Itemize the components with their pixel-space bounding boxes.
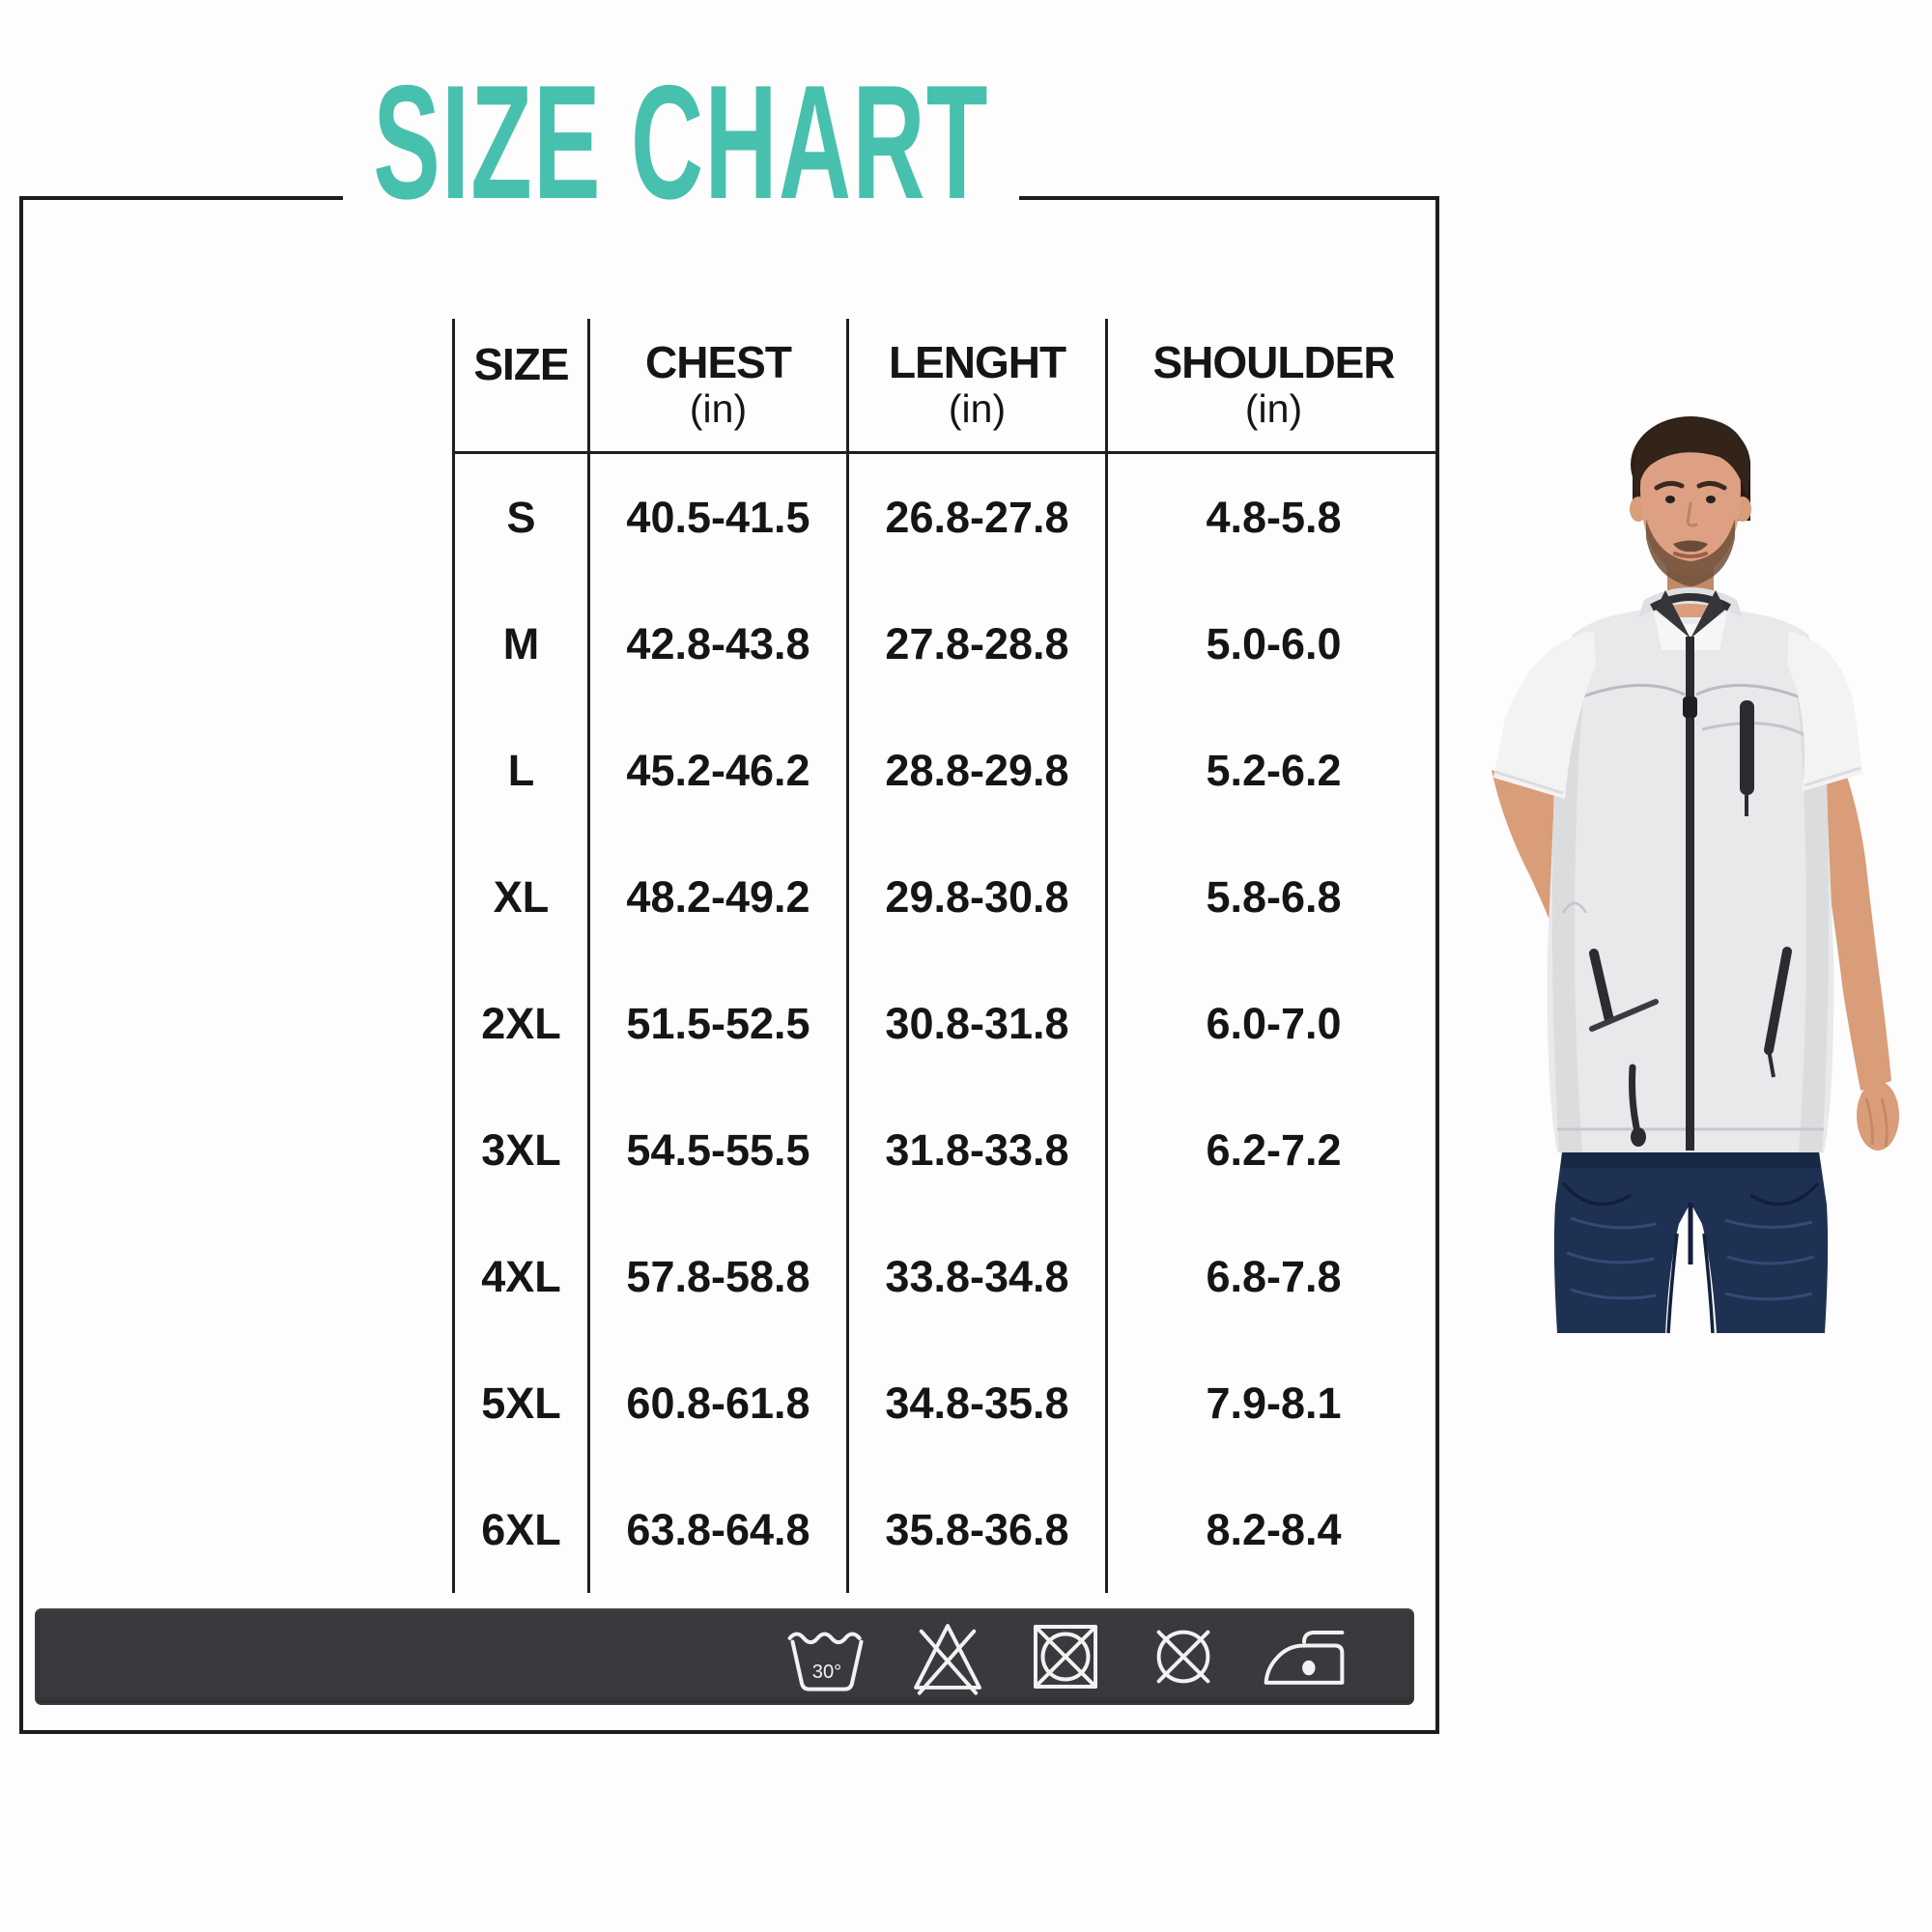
size-cell: XL [452, 834, 587, 960]
size-table-row: XL 48.2-49.2 29.8-30.8 5.8-6.8 [452, 834, 1439, 960]
model-vest-zippers [1589, 637, 1792, 1151]
page-title: SIZE CHART [373, 51, 989, 233]
size-cell: 6XL [452, 1466, 587, 1593]
shoulder-cell: 6.0-7.0 [1105, 960, 1439, 1087]
size-cell: 5XL [452, 1340, 587, 1466]
wash-temp-label: 30° [812, 1662, 841, 1683]
size-table-header: SIZE CHEST (in) LENGHT (in) SHOULDER (in… [452, 319, 1439, 454]
size-cell: 3XL [452, 1087, 587, 1213]
title-banner: SIZE CHART [343, 61, 1019, 223]
care-instructions-bar: 30° [35, 1608, 1414, 1705]
chest-cell: 63.8-64.8 [587, 1466, 846, 1593]
model-jeans [1553, 1145, 1829, 1334]
chest-cell: 45.2-46.2 [587, 707, 846, 834]
length-cell: 34.8-35.8 [846, 1340, 1105, 1466]
size-table-row: M 42.8-43.8 27.8-28.8 5.0-6.0 [452, 581, 1439, 707]
length-cell: 30.8-31.8 [846, 960, 1105, 1087]
chest-cell: 57.8-58.8 [587, 1213, 846, 1340]
iron-dot [1302, 1660, 1316, 1676]
column-header-label: SHOULDER [1152, 336, 1395, 387]
size-table-row: 2XL 51.5-52.5 30.8-31.8 6.0-7.0 [452, 960, 1439, 1087]
do-not-tumble-dry-icon [1034, 1625, 1097, 1689]
iron-low-heat-icon [1264, 1631, 1345, 1685]
length-cell: 29.8-30.8 [846, 834, 1105, 960]
chest-cell: 42.8-43.8 [587, 581, 846, 707]
model-pocket-slit [1589, 999, 1659, 1032]
shoulder-cell: 8.2-8.4 [1105, 1466, 1439, 1593]
size-table-row: S 40.5-41.5 26.8-27.8 4.8-5.8 [452, 454, 1439, 581]
size-table-body: S 40.5-41.5 26.8-27.8 4.8-5.8 M 42.8-43.8 27.8… [452, 454, 1439, 1593]
size-cell: L [452, 707, 587, 834]
shoulder-cell: 5.0-6.0 [1105, 581, 1439, 707]
column-header-unit: (in) [1244, 386, 1303, 432]
column-header-shoulder: SHOULDER (in) [1105, 319, 1439, 454]
column-header-label: LENGHT [888, 336, 1066, 387]
length-cell: 33.8-34.8 [846, 1213, 1105, 1340]
shoulder-cell: 4.8-5.8 [1105, 454, 1439, 581]
size-cell: M [452, 581, 587, 707]
length-cell: 26.8-27.8 [846, 454, 1105, 581]
size-cell: 2XL [452, 960, 587, 1087]
size-table-row: 4XL 57.8-58.8 33.8-34.8 6.8-7.8 [452, 1213, 1439, 1340]
do-not-bleach-icon [914, 1624, 981, 1695]
size-table-row: 5XL 60.8-61.8 34.8-35.8 7.9-8.1 [452, 1340, 1439, 1466]
model-cord-toggle [1631, 1127, 1646, 1147]
length-cell: 35.8-36.8 [846, 1466, 1105, 1593]
column-header-unit: (in) [689, 386, 748, 432]
size-cell: 4XL [452, 1213, 587, 1340]
model-photo [1492, 416, 1899, 1334]
chest-cell: 40.5-41.5 [587, 454, 846, 581]
care-icons-row: 30° [779, 1608, 1352, 1705]
size-table-row: L 45.2-46.2 28.8-29.8 5.2-6.2 [452, 707, 1439, 834]
model-pocket-cord [1629, 1064, 1640, 1131]
column-header-unit: (in) [948, 386, 1007, 432]
shoulder-cell: 6.8-7.8 [1105, 1213, 1439, 1340]
model-head [1630, 416, 1751, 586]
column-header-label: SIZE [473, 339, 569, 390]
size-table-row: 6XL 63.8-64.8 35.8-36.8 8.2-8.4 [452, 1466, 1439, 1593]
shoulder-cell: 6.2-7.2 [1105, 1087, 1439, 1213]
chest-cell: 54.5-55.5 [587, 1087, 846, 1213]
column-header-chest: CHEST (in) [587, 319, 846, 454]
model-tee-sleeves [1493, 631, 1862, 799]
size-table: SIZE CHEST (in) LENGHT (in) SHOULDER (in… [452, 319, 1439, 1593]
do-not-dry-clean-icon [1156, 1630, 1210, 1684]
shoulder-cell: 5.8-6.8 [1105, 834, 1439, 960]
size-cell: S [452, 454, 587, 581]
model-pocket [1590, 1004, 1673, 1096]
machine-wash-30-icon: 30° [787, 1632, 864, 1691]
length-cell: 27.8-28.8 [846, 581, 1105, 707]
size-table-row: 3XL 54.5-55.5 31.8-33.8 6.2-7.2 [452, 1087, 1439, 1213]
chest-cell: 48.2-49.2 [587, 834, 846, 960]
length-cell: 28.8-29.8 [846, 707, 1105, 834]
column-header-size: SIZE [452, 319, 587, 454]
length-cell: 31.8-33.8 [846, 1087, 1105, 1213]
chest-cell: 51.5-52.5 [587, 960, 846, 1087]
chest-cell: 60.8-61.8 [587, 1340, 846, 1466]
column-header-length: LENGHT (in) [846, 319, 1105, 454]
shoulder-cell: 7.9-8.1 [1105, 1340, 1439, 1466]
shoulder-cell: 5.2-6.2 [1105, 707, 1439, 834]
column-header-label: CHEST [645, 336, 792, 387]
